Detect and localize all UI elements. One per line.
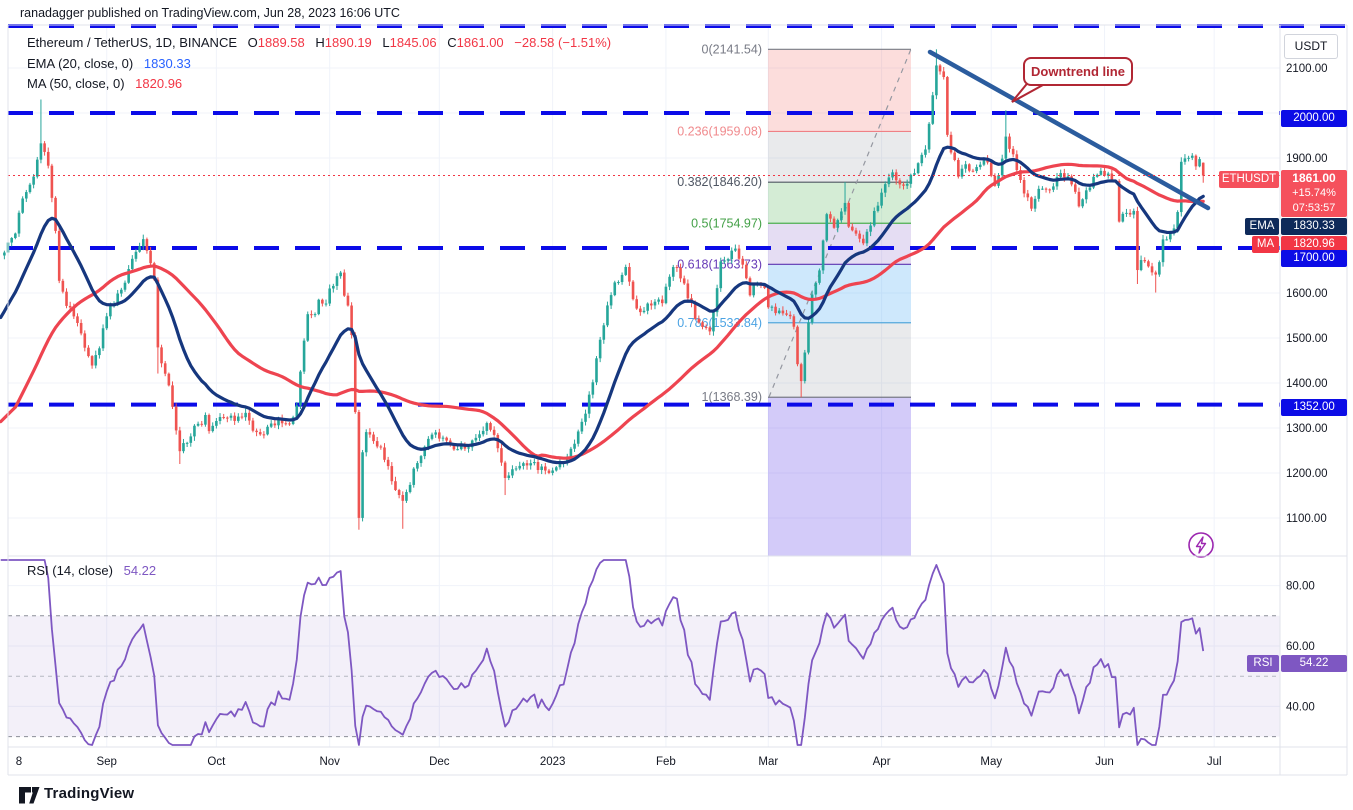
current-price-change: +15.74%: [1292, 187, 1336, 199]
fib-band-extension[interactable]: [768, 397, 911, 556]
rsi-scale-label: 60.00: [1286, 641, 1315, 653]
close-label: C: [447, 35, 457, 50]
price-scale-label: 1600.00: [1286, 288, 1328, 300]
chart-legend[interactable]: Ethereum / TetherUS, 1D, BINANCE O1889.5…: [27, 33, 611, 95]
ma-label: MA (50, close, 0): [27, 76, 125, 91]
ma50-line[interactable]: [0, 162, 1205, 460]
published-attribution: ranadagger published on TradingView.com,…: [20, 6, 400, 20]
open-label: O: [247, 35, 258, 50]
fib-trend-dashed-line[interactable]: [768, 48, 912, 398]
time-axis-label: Jun: [1095, 756, 1114, 768]
ema-scale-value-badge: 1830.33: [1281, 218, 1347, 235]
open-value: 1889.58: [257, 35, 305, 50]
fib-level-label: 0.382(1846.20): [677, 175, 762, 189]
lightning-button[interactable]: [1188, 532, 1214, 558]
rsi-scale-label-badge: RSI: [1247, 655, 1279, 672]
close-value: 1861.00: [456, 35, 504, 50]
rsi-scale-label: 80.00: [1286, 581, 1315, 593]
fib-band[interactable]: [768, 223, 911, 265]
symbol-legend-row[interactable]: Ethereum / TetherUS, 1D, BINANCE O1889.5…: [27, 33, 611, 54]
level-badge: 1352.00: [1281, 399, 1347, 416]
currency-toggle-button[interactable]: USDT: [1284, 34, 1338, 59]
time-axis-label: Nov: [319, 756, 340, 768]
low-value: 1845.06: [389, 35, 437, 50]
symbol-price-label-badge: ETHUSDT: [1219, 171, 1279, 188]
time-axis-label: May: [980, 756, 1002, 768]
rsi-label: RSI (14, close): [27, 563, 113, 578]
price-scale-label: 2100.00: [1286, 63, 1328, 75]
ma-value: 1820.96: [135, 76, 183, 91]
fib-band[interactable]: [768, 131, 911, 183]
fib-level-label: 0.5(1754.97): [691, 216, 762, 230]
ma-scale-value-badge: 1820.96: [1281, 236, 1347, 253]
low-label: L: [382, 35, 390, 50]
rsi-value: 54.22: [123, 563, 157, 578]
level-badge: 1700.00: [1281, 250, 1347, 267]
fib-band[interactable]: [768, 182, 911, 224]
rsi-scale-label: 40.00: [1286, 701, 1315, 713]
lightning-icon: [1195, 536, 1207, 554]
time-axis-label: 8: [16, 756, 22, 768]
time-axis-label: Oct: [207, 756, 226, 768]
bar-countdown: 07:53:57: [1292, 202, 1336, 214]
downtrend-callout[interactable]: Downtrend line: [1023, 57, 1133, 86]
ema20-line[interactable]: [0, 145, 1205, 465]
price-scale-label: 1500.00: [1286, 333, 1328, 345]
ema-label: EMA (20, close, 0): [27, 55, 134, 71]
fib-level-label: 0(2141.54): [702, 42, 762, 56]
time-axis-label: Apr: [873, 756, 891, 768]
price-scale-label: 1200.00: [1286, 468, 1328, 480]
fib-level-label: 0.786(1533.84): [677, 316, 762, 330]
time-axis-label: 2023: [540, 756, 566, 768]
time-axis-label: Jul: [1207, 756, 1222, 768]
rsi-legend-row[interactable]: RSI (14, close) 54.22: [27, 561, 156, 582]
time-axis-label: Dec: [429, 756, 450, 768]
candlestick-series[interactable]: [3, 49, 1205, 530]
downtrend-trendline[interactable]: [927, 49, 1211, 211]
current-price-badge: 1861.00 +15.74% 07:53:57: [1281, 170, 1347, 217]
ema-scale-label-badge: EMA: [1245, 218, 1279, 235]
current-price-value: 1861.00: [1292, 171, 1336, 185]
ema-legend-row[interactable]: EMA (20, close, 0) 1830.33: [27, 54, 611, 75]
high-value: 1890.19: [324, 35, 372, 50]
change-value: −28.58 (−1.51%): [514, 35, 612, 50]
fib-level-label: 0.236(1959.08): [677, 124, 762, 138]
ma-legend-row[interactable]: MA (50, close, 0) 1820.96: [27, 74, 611, 95]
price-scale-label: 1300.00: [1286, 423, 1328, 435]
rsi-scale-value-badge: 54.22: [1281, 655, 1347, 672]
rsi-line[interactable]: [0, 559, 1205, 746]
high-label: H: [315, 35, 325, 50]
time-axis-label: Feb: [656, 756, 676, 768]
fib-band[interactable]: [768, 322, 911, 398]
time-axis-label: Sep: [96, 756, 116, 768]
price-scale-label: 1900.00: [1286, 153, 1328, 165]
fib-band[interactable]: [768, 49, 911, 132]
time-axis-label: Mar: [758, 756, 778, 768]
ma-scale-label-badge: MA: [1252, 236, 1279, 253]
level-badge: 2000.00: [1281, 110, 1347, 127]
tradingview-brand-text[interactable]: TradingView: [44, 785, 135, 802]
price-scale-label: 1100.00: [1286, 513, 1327, 525]
ema-value: 1830.33: [143, 55, 191, 71]
symbol-title: Ethereum / TetherUS, 1D, BINANCE: [27, 35, 238, 50]
price-scale-label: 1400.00: [1286, 378, 1328, 390]
tradingview-logo-icon[interactable]: [18, 785, 40, 810]
fib-level-label: 1(1368.39): [702, 390, 762, 404]
